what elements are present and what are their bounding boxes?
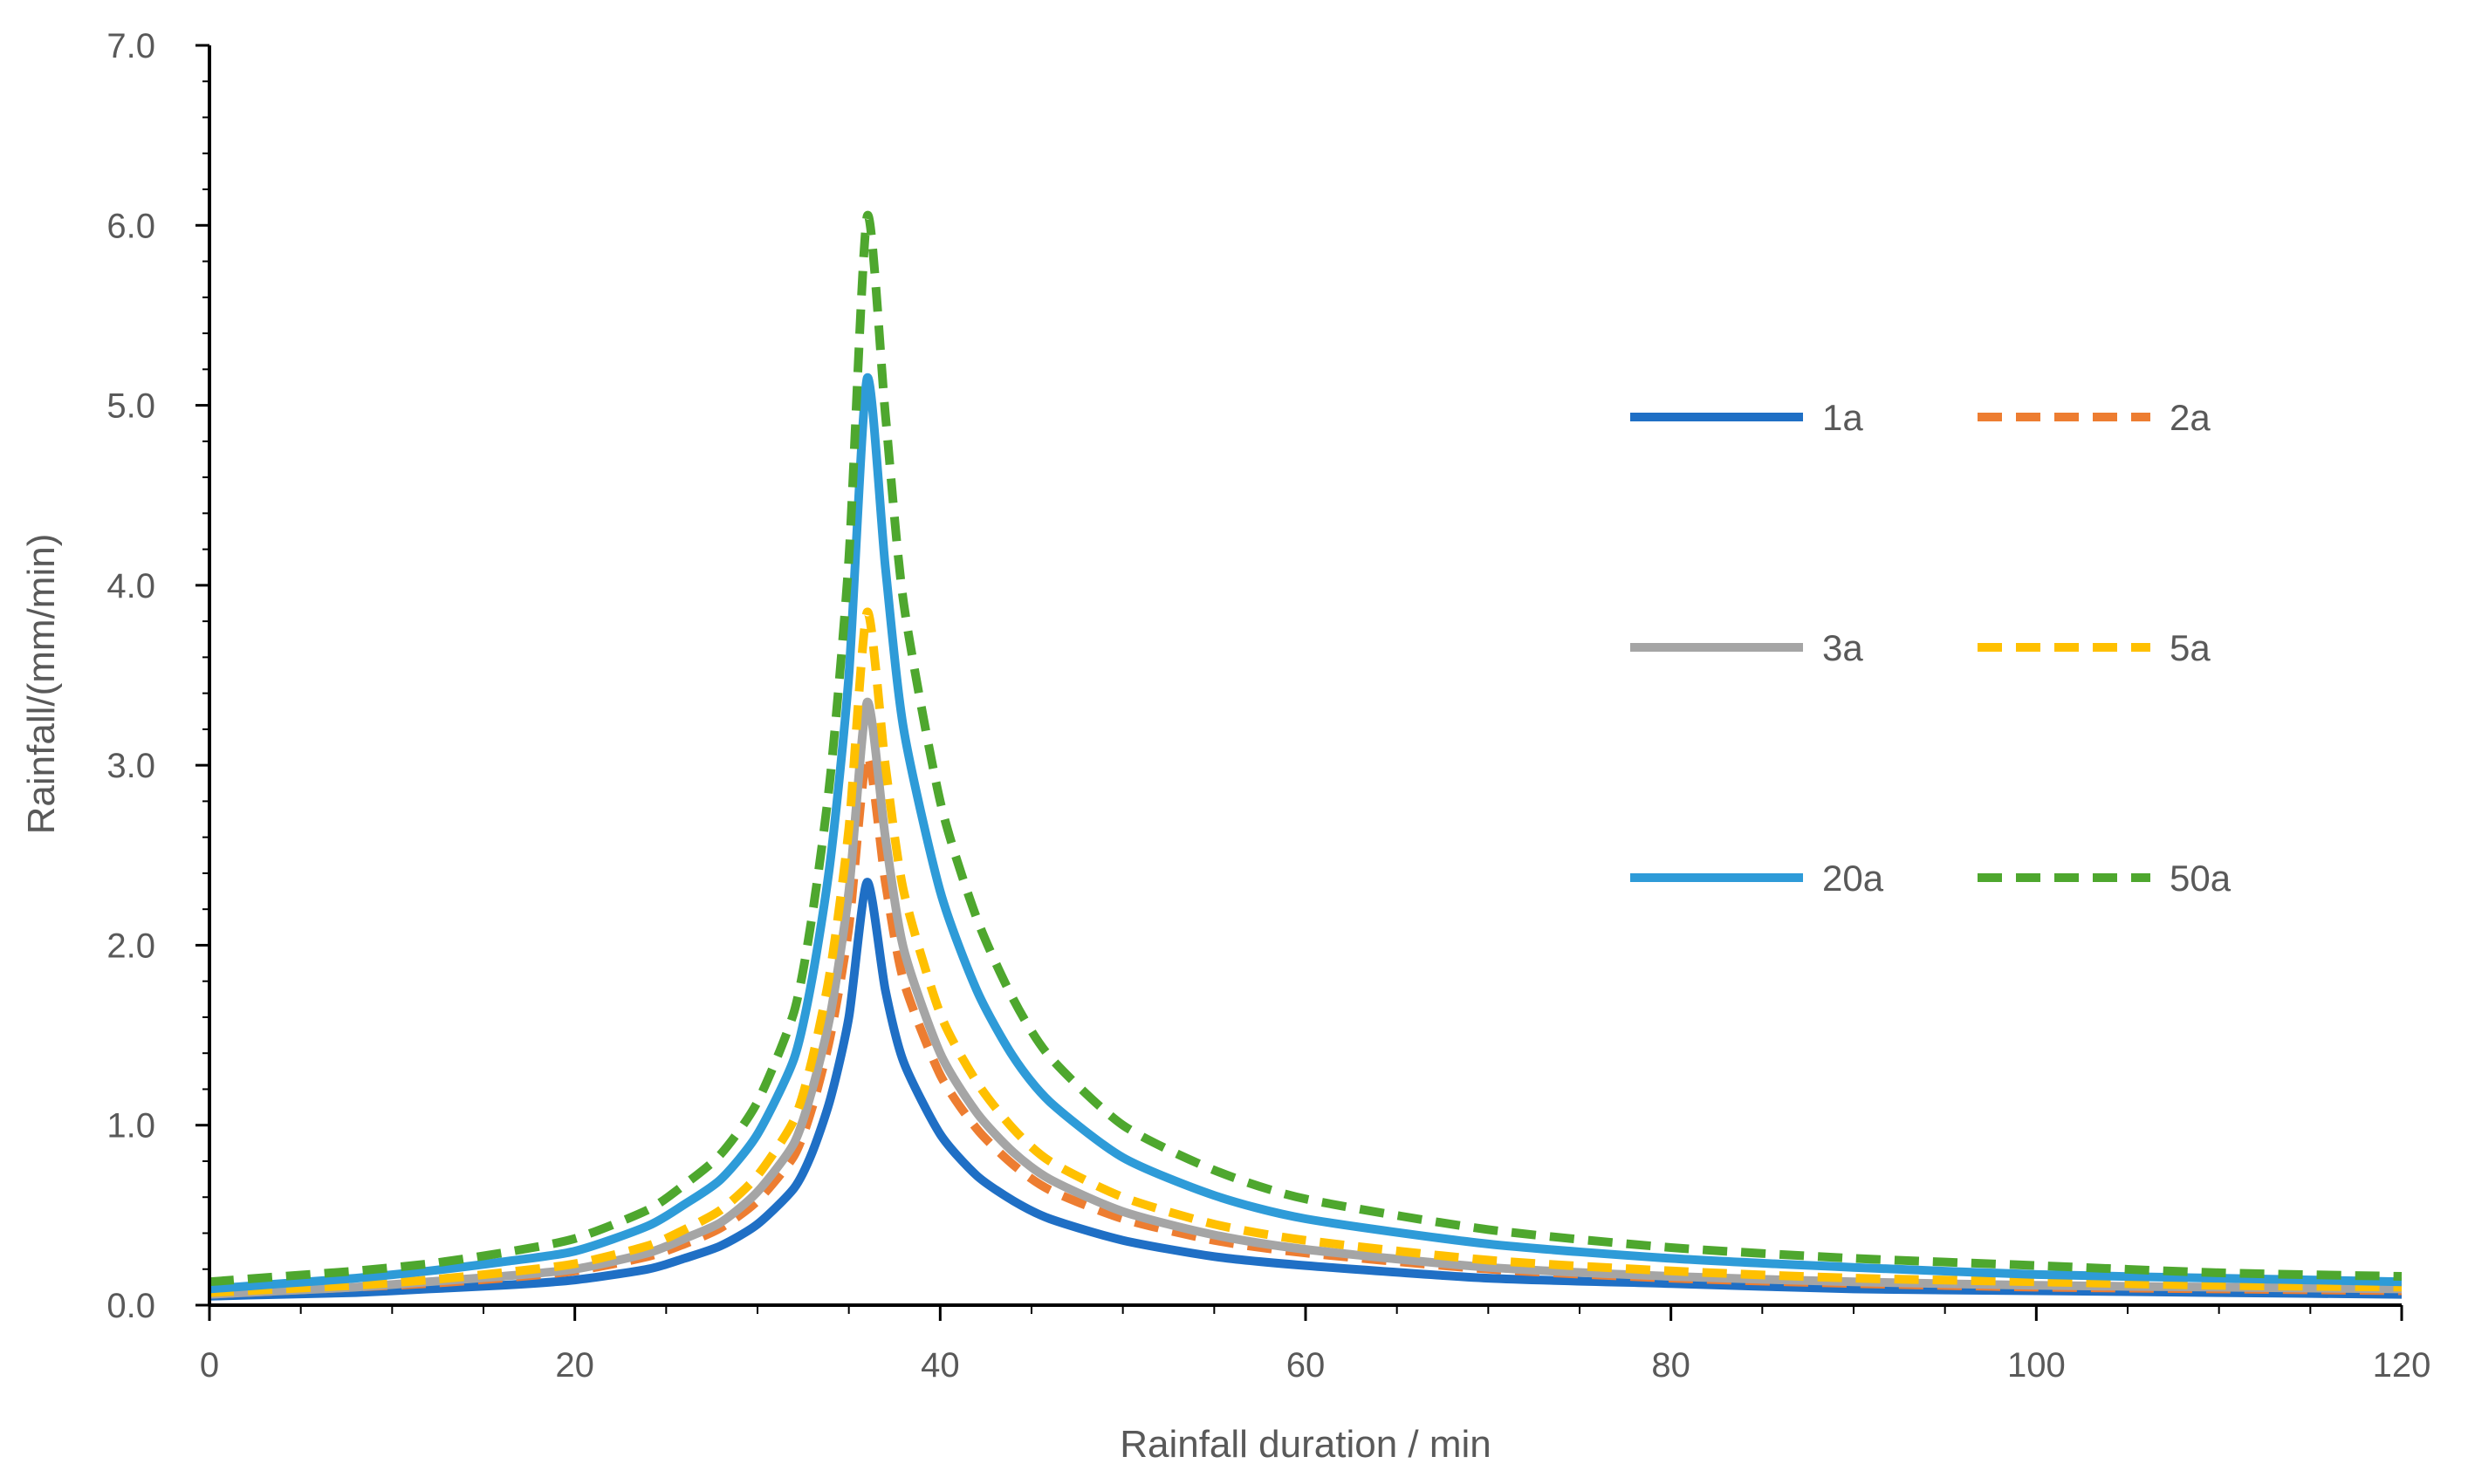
legend: 1a 2a 3a 5a 20a 50a: [1630, 397, 2231, 899]
x-tick-label: 20: [555, 1346, 594, 1385]
legend-label-50a: 50a: [2170, 858, 2231, 899]
axes-layer: [208, 45, 2402, 1307]
x-tick-label: 0: [200, 1346, 219, 1385]
series-line-2a: [209, 751, 2403, 1299]
ticks-layer: 0.0 1.0 2.0 3.0 4.0 5.0 6.0 7.0 0 20 40 60 80 100 120: [106, 27, 2430, 1385]
y-tick-label: 3.0: [106, 747, 155, 785]
legend-label-3a: 3a: [1822, 627, 1863, 668]
x-tick-label: 40: [921, 1346, 960, 1385]
x-axis-title: Rainfall duration / min: [1120, 1423, 1491, 1466]
series-line-1a: [209, 878, 2403, 1301]
y-tick-label: 2.0: [106, 927, 155, 965]
y-axis-title: Rainfall/(mm/min): [20, 534, 63, 835]
x-tick-label: 60: [1286, 1346, 1326, 1385]
series-line-3a: [209, 697, 2403, 1299]
series-line-5a: [209, 607, 2403, 1297]
series-line-50a: [209, 210, 2403, 1287]
legend-label-1a: 1a: [1822, 397, 1863, 438]
y-tick-label: 0.0: [106, 1287, 155, 1325]
series-line-20a: [209, 373, 2403, 1294]
legend-label-2a: 2a: [2170, 397, 2211, 438]
series-layer: [209, 210, 2403, 1301]
x-tick-label: 80: [1651, 1346, 1690, 1385]
x-tick-label: 100: [2007, 1346, 2066, 1385]
y-tick-label: 1.0: [106, 1107, 155, 1145]
x-tick-label: 120: [2373, 1346, 2431, 1385]
y-tick-label: 7.0: [106, 27, 155, 65]
y-tick-label: 4.0: [106, 567, 155, 605]
legend-label-5a: 5a: [2170, 627, 2211, 668]
y-tick-label: 5.0: [106, 387, 155, 426]
y-tick-label: 6.0: [106, 207, 155, 245]
legend-label-20a: 20a: [1822, 858, 1884, 899]
